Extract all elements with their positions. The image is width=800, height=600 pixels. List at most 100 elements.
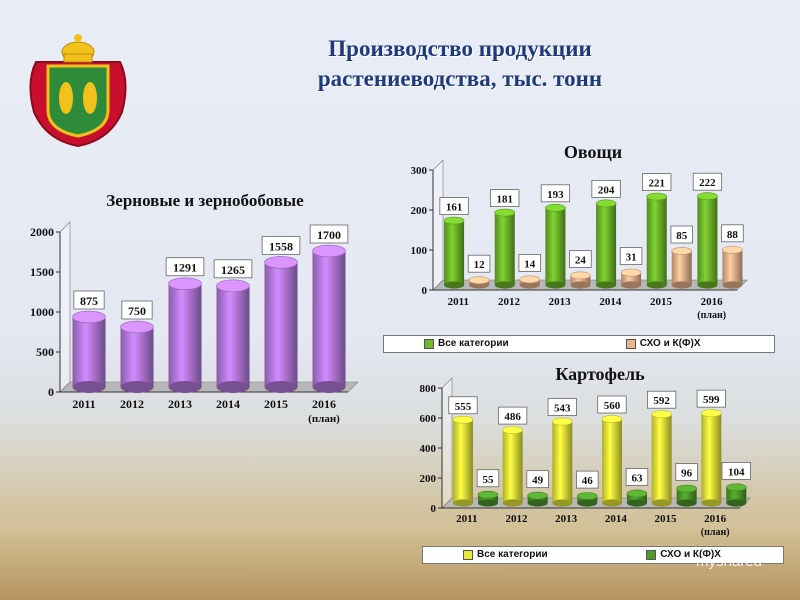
grain-data-label: 875	[73, 290, 105, 310]
svg-text:55: 55	[482, 474, 494, 486]
pot-data-label: 543	[547, 398, 577, 416]
grain-x-tick-label: 2012	[120, 397, 144, 411]
veg-legend-swatch	[424, 338, 434, 349]
grain-data-label: 1265	[213, 259, 253, 279]
pot-data-label: 486	[497, 406, 528, 425]
pot-bar	[576, 492, 598, 507]
pot-x-tick-label: 2015	[655, 513, 678, 525]
veg-side-wall	[432, 159, 444, 291]
svg-text:204: 204	[598, 184, 615, 196]
grain-x-tick-label: 2011	[72, 397, 95, 411]
veg-x-tick-label: 2011	[448, 296, 469, 308]
grain-x-tick-sublabel: (план)	[308, 413, 340, 425]
veg-legend-label: Все категории	[438, 338, 509, 349]
svg-text:46: 46	[582, 475, 594, 487]
veg-bar	[468, 276, 490, 289]
pot-y-tick-label: 400	[420, 443, 437, 455]
svg-text:85: 85	[676, 230, 688, 242]
grain-bar	[168, 277, 202, 393]
pot-y-tick-label: 600	[420, 413, 437, 425]
veg-bar	[494, 208, 516, 289]
page-title: Производство продукции растениеводства, …	[250, 34, 670, 94]
coat-of-arms-emblem	[29, 34, 127, 148]
veg-data-label: 161	[439, 197, 469, 215]
veg-bar	[671, 247, 693, 289]
svg-text:599: 599	[703, 394, 720, 406]
pot-data-label: 599	[696, 389, 726, 408]
grain-data-label: 1558	[261, 235, 301, 255]
grain-data-label: 750	[121, 300, 153, 320]
pot-x-tick-label: 2011	[456, 513, 477, 525]
veg-bar	[519, 275, 541, 289]
vegetables-chart: Овощи 0 100 200 300 2011 161 12 2012 181 14 2013 193…	[383, 138, 790, 358]
pot-legend-item: Все категории	[463, 549, 548, 560]
pot-data-label: 55	[476, 469, 500, 488]
svg-text:63: 63	[631, 473, 643, 485]
pot-data-label: 49	[526, 470, 549, 489]
pot-legend-swatch	[646, 549, 657, 560]
veg-x-tick-label: 2013	[549, 296, 572, 308]
svg-text:560: 560	[604, 400, 621, 412]
svg-text:12: 12	[474, 259, 486, 271]
pot-data-label: 560	[597, 395, 627, 414]
grain-x-tick-label: 2014	[216, 397, 240, 411]
pot-legend-swatch	[463, 549, 473, 560]
grain-bar	[216, 279, 250, 393]
pot-title: Картофель	[555, 364, 645, 384]
pot-y-tick-label: 800	[420, 383, 437, 395]
grain-bar	[264, 256, 298, 393]
grain-svg: Зерновые и зернобобовые 0 500 1000 1500 2000 2…	[30, 191, 359, 425]
grain-y-tick-label: 500	[36, 345, 54, 359]
veg-y-tick-label: 300	[411, 165, 428, 177]
svg-text:14: 14	[524, 258, 536, 270]
pot-bar	[527, 491, 548, 507]
veg-x-tick-label: 2014	[599, 296, 622, 308]
pot-bar	[551, 417, 573, 507]
page-title-line2: растениеводства, тыс. тонн	[317, 66, 603, 91]
svg-text:31: 31	[626, 252, 637, 264]
veg-legend: Все категории СХО и К(Ф)Х	[383, 335, 775, 353]
grain-x-tick-label: 2016	[312, 397, 336, 411]
veg-x-tick-label: 2015	[650, 296, 673, 308]
veg-bar	[697, 192, 718, 289]
grain-bar	[72, 310, 106, 393]
grain-y-tick-label: 1500	[30, 265, 54, 279]
pot-x-tick-label: 2012	[506, 513, 529, 525]
grain-y-tick-label: 0	[48, 385, 54, 399]
svg-text:1265: 1265	[221, 263, 245, 277]
pot-bar	[502, 426, 523, 507]
pot-legend-item: СХО и К(Ф)Х	[646, 549, 721, 560]
veg-data-label: 88	[721, 224, 744, 243]
pot-bar	[700, 409, 722, 507]
veg-x-tick-label: 2012	[498, 296, 521, 308]
veg-y-tick-label: 100	[411, 245, 428, 257]
veg-data-label: 204	[591, 180, 621, 198]
veg-legend-swatch	[625, 338, 636, 349]
svg-text:221: 221	[648, 178, 665, 190]
pot-x-tick-sublabel: (план)	[701, 527, 730, 538]
svg-text:161: 161	[446, 202, 463, 214]
pot-legend-label: Все категории	[477, 549, 548, 560]
svg-text:181: 181	[496, 194, 513, 206]
grain-data-label: 1291	[165, 257, 205, 277]
pot-bar	[725, 483, 747, 507]
veg-y-tick-label: 200	[411, 205, 428, 217]
grain-x-tick-label: 2013	[168, 397, 192, 411]
veg-bar	[443, 216, 465, 289]
svg-text:1291: 1291	[173, 261, 197, 275]
svg-text:486: 486	[504, 411, 521, 423]
veg-data-label: 85	[670, 225, 693, 244]
veg-data-label: 193	[540, 184, 571, 203]
veg-bar	[545, 203, 566, 289]
veg-bar	[646, 192, 668, 289]
pot-data-label: 63	[625, 468, 649, 486]
grain-x-tick-label: 2015	[264, 397, 288, 411]
potato-chart: Картофель 0 200 400 600 800 2011 555 55 2012 486 49…	[400, 360, 795, 570]
veg-data-label: 24	[569, 250, 592, 268]
svg-text:1700: 1700	[317, 228, 341, 242]
pot-bar	[452, 415, 474, 507]
pot-bar	[676, 484, 697, 507]
svg-text:24: 24	[575, 254, 587, 266]
pot-x-tick-label: 2016	[704, 513, 727, 525]
veg-x-tick-label: 2016	[701, 296, 724, 308]
